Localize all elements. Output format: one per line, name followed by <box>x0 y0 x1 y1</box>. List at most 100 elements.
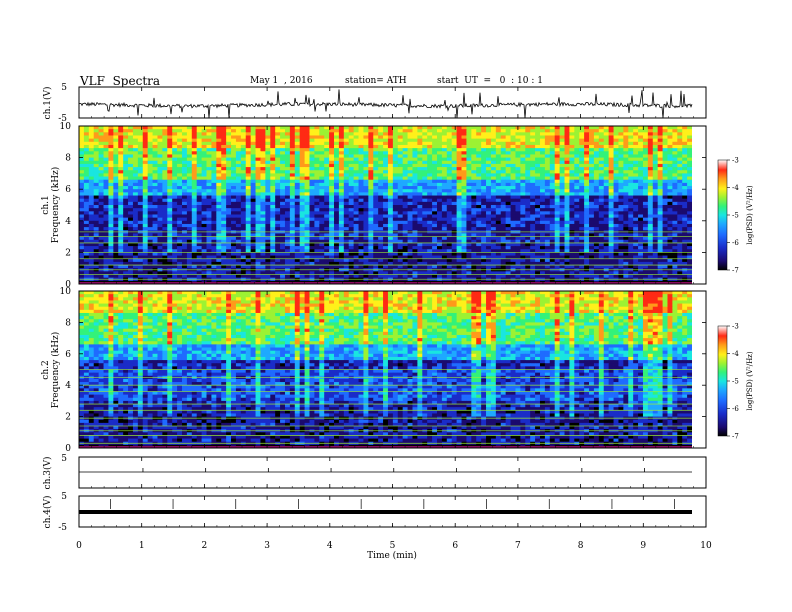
spectrogram-cell <box>142 148 149 152</box>
spectrogram-cell <box>510 170 516 174</box>
spectrogram-cell <box>304 129 310 133</box>
spectrogram-cell <box>559 186 565 190</box>
spectrogram-cell <box>466 186 472 190</box>
spectrogram-cell <box>289 163 296 168</box>
spectrogram-cell <box>348 167 355 171</box>
spectrogram-cell <box>500 173 507 177</box>
spectrogram-cell <box>549 239 556 244</box>
spectrogram-cell <box>196 236 202 241</box>
spectrogram-cell <box>245 163 252 168</box>
spectrogram-cell <box>137 227 144 231</box>
spectrogram-cell <box>652 135 659 140</box>
spectrogram-cell <box>260 151 266 155</box>
spectrogram-cell <box>255 179 261 184</box>
spectrogram-cell <box>628 208 634 212</box>
spectrogram-cell <box>255 129 261 133</box>
spectrogram-cell <box>456 186 462 190</box>
spectrogram-cell <box>422 144 428 149</box>
spectrogram-cell <box>363 201 369 206</box>
spectrogram-cell <box>250 182 256 187</box>
spectrogram-cell <box>275 163 281 168</box>
spectrogram-cell <box>564 233 570 237</box>
spectrogram-cell <box>265 135 271 140</box>
spectrogram-cell <box>181 205 188 209</box>
spectrogram-cell <box>456 151 462 155</box>
spectrogram-cell <box>623 217 629 222</box>
spectrogram-cell <box>152 173 158 177</box>
spectrogram-cell <box>593 189 600 193</box>
spectrogram-cell <box>260 220 266 225</box>
spectrogram-cell <box>314 220 320 225</box>
spectrogram-cell <box>250 211 256 215</box>
spectrogram-cell <box>363 249 369 253</box>
spectrogram-cell <box>250 151 256 155</box>
spectrogram-cell <box>638 138 644 143</box>
spectrogram-cell <box>98 135 104 140</box>
spectrogram-cell <box>348 214 355 219</box>
spectrogram-cell <box>441 214 448 219</box>
spectrogram-cell <box>476 208 482 212</box>
spectrogram-cell <box>324 220 330 225</box>
spectrogram-cell <box>402 170 408 174</box>
spectrogram-cell <box>348 192 355 196</box>
spectrogram-cell <box>88 179 95 184</box>
spectrogram-cell <box>682 163 688 168</box>
spectrogram-cell <box>299 227 305 231</box>
spectrogram-cell <box>603 223 610 228</box>
spectrogram-cell <box>334 208 340 212</box>
spectrogram-cell <box>265 208 271 212</box>
spectrogram-cell <box>402 154 408 158</box>
spectrogram-cell <box>500 239 507 244</box>
spectrogram-cell <box>461 173 467 177</box>
spectrogram-cell <box>510 157 516 162</box>
spectrogram-cell <box>554 189 560 193</box>
spectrogram-cell <box>93 167 100 171</box>
spectrogram-cell <box>471 160 477 165</box>
spectrogram-cell <box>569 157 575 162</box>
spectrogram-cell <box>221 205 227 209</box>
spectrogram-cell <box>157 217 163 222</box>
spectrogram-cell <box>569 239 575 244</box>
spectrogram-cell <box>280 182 286 187</box>
spectrogram-cell <box>353 239 359 244</box>
spectrogram-cell <box>226 135 232 140</box>
spectrogram-cell <box>441 163 448 168</box>
spectrogram-cell <box>608 208 614 212</box>
spectrogram-cell <box>334 198 340 203</box>
spectrogram-cell <box>623 227 629 231</box>
spectrogram-cell <box>427 192 433 196</box>
spectrogram-cell <box>98 182 104 187</box>
spectrogram-cell <box>652 167 659 171</box>
spectrogram-cell <box>593 132 600 136</box>
spectrogram-cell <box>270 227 276 231</box>
spectrogram-cell <box>510 223 516 228</box>
spectrogram-cell <box>657 173 663 177</box>
spectrogram-cell <box>250 205 256 209</box>
spectrogram-cell <box>338 242 345 247</box>
spectrogram-cell <box>574 189 580 193</box>
spectrogram-cell <box>515 138 521 143</box>
spectrogram-cell <box>471 135 477 140</box>
spectrogram-cell <box>177 148 183 152</box>
spectrogram-cell <box>633 192 639 196</box>
spectrogram-cell <box>687 138 693 143</box>
spectrogram-cell <box>589 195 595 200</box>
spectrogram-cell <box>196 163 202 168</box>
spectrogram-cell <box>250 176 256 181</box>
spectrogram-cell <box>240 242 247 247</box>
spectrogram-cell <box>593 170 600 174</box>
spectrogram-cell <box>231 198 237 203</box>
spectrogram-cell <box>682 208 688 212</box>
spectrogram-cell <box>574 170 580 174</box>
spectrogram-cell <box>417 242 423 247</box>
spectrogram-cell <box>422 233 428 237</box>
spectrogram-cell <box>446 205 453 209</box>
spectrogram-cell <box>466 223 472 228</box>
spectrogram-cell <box>280 135 286 140</box>
spectrogram-cell <box>157 144 163 149</box>
spectrogram-cell <box>98 242 104 247</box>
spectrogram-cell <box>231 189 237 193</box>
spectrogram-cell <box>348 157 355 162</box>
spectrogram-cell <box>471 239 477 244</box>
spectrogram-cell <box>206 154 212 158</box>
